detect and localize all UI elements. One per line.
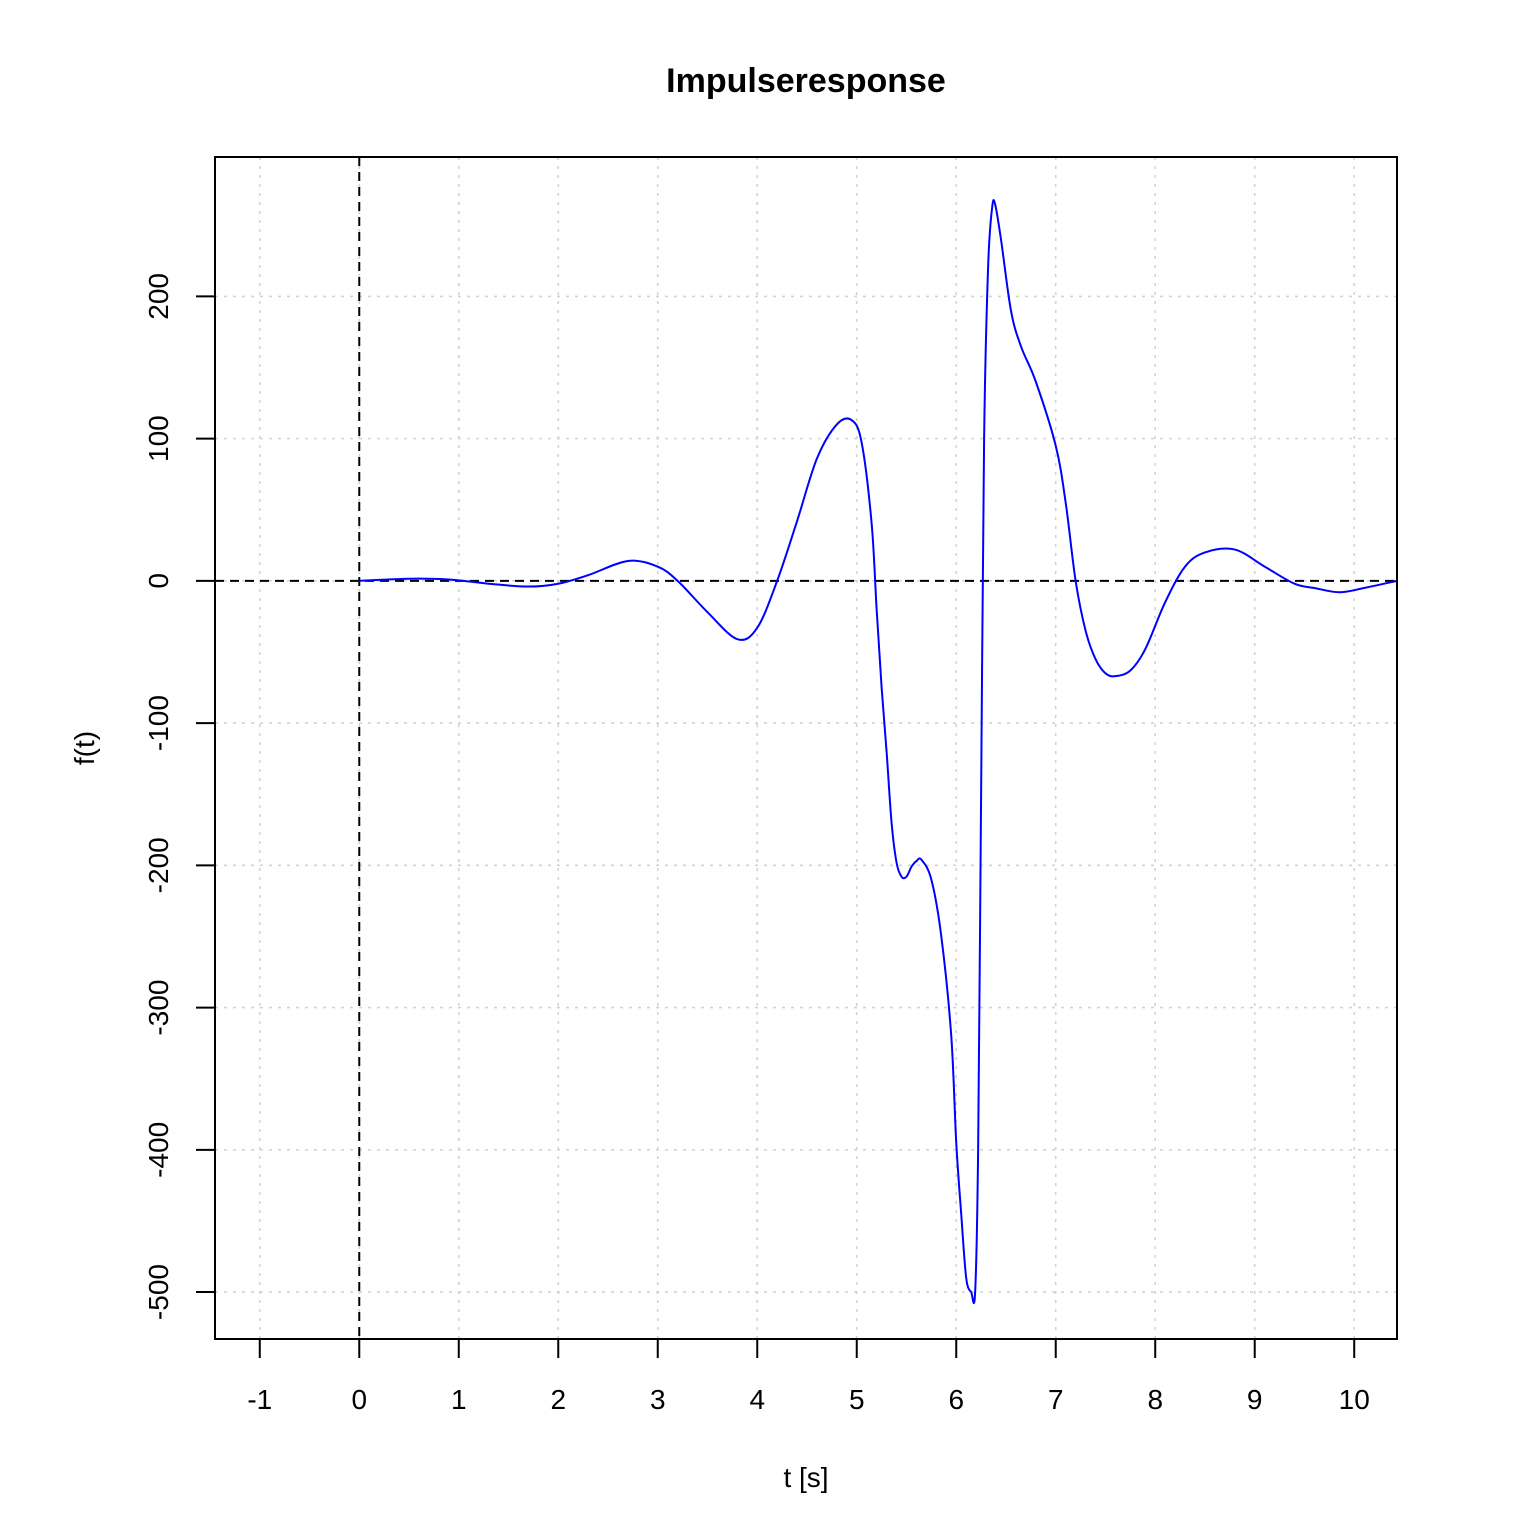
x-axis-label: t [s] xyxy=(783,1462,828,1493)
y-tick-label: 0 xyxy=(143,573,174,589)
x-tick-label: 6 xyxy=(948,1384,964,1415)
grid-lines xyxy=(215,157,1397,1339)
x-axis: -1 0 1 2 3 4 5 6 7 8 9 10 xyxy=(247,1339,1370,1415)
x-tick-label: 7 xyxy=(1048,1384,1064,1415)
x-tick-label: 5 xyxy=(849,1384,865,1415)
y-tick-label: -500 xyxy=(143,1264,174,1320)
y-tick-label: -200 xyxy=(143,837,174,893)
x-tick-label: -1 xyxy=(247,1384,272,1415)
reference-lines xyxy=(215,157,1397,1339)
chart-title: Impulseresponse xyxy=(666,62,946,100)
series-layer xyxy=(359,199,1398,1305)
y-tick-label: 100 xyxy=(143,415,174,462)
x-tick-label: 4 xyxy=(749,1384,765,1415)
impulse-response-line xyxy=(359,199,1398,1305)
plot-frame xyxy=(214,156,1398,1340)
y-tick-label: -100 xyxy=(143,695,174,751)
x-tick-label: 9 xyxy=(1247,1384,1263,1415)
x-tick-label: 3 xyxy=(650,1384,666,1415)
x-tick-label: 8 xyxy=(1147,1384,1163,1415)
x-tick-label: 0 xyxy=(351,1384,367,1415)
x-tick-label: 10 xyxy=(1339,1384,1370,1415)
y-tick-label: -300 xyxy=(143,980,174,1036)
x-tick-label: 1 xyxy=(451,1384,467,1415)
y-axis-label: f(t) xyxy=(69,731,100,765)
y-tick-label: 200 xyxy=(143,273,174,320)
y-tick-label: -400 xyxy=(143,1122,174,1178)
x-tick-label: 2 xyxy=(550,1384,566,1415)
y-axis: -500 -400 -300 -200 -100 0 100 200 xyxy=(143,273,215,1320)
